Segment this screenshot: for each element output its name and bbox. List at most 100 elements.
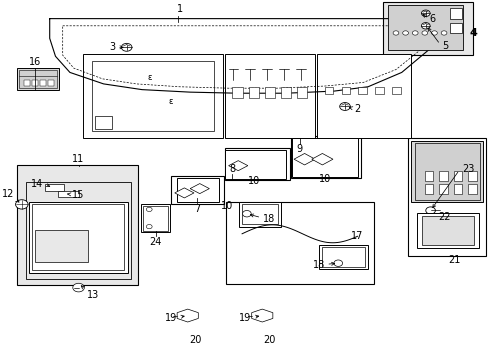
Text: 20: 20 (188, 335, 201, 345)
Bar (438, 184, 447, 194)
Bar (25, 182, 131, 279)
Bar (20, 70, 57, 88)
Bar (232, 87, 243, 98)
Bar (29, 202, 127, 273)
Text: ε: ε (147, 73, 151, 82)
Polygon shape (251, 309, 272, 322)
Polygon shape (174, 188, 194, 198)
Circle shape (392, 31, 398, 35)
Bar (24, 80, 30, 86)
Bar (35, 230, 88, 262)
Bar (449, 8, 461, 19)
Bar (45, 184, 64, 192)
Bar (239, 202, 280, 226)
Bar (414, 143, 479, 200)
Text: 18: 18 (263, 214, 275, 224)
Polygon shape (311, 153, 332, 165)
Bar (438, 171, 447, 181)
Polygon shape (228, 161, 247, 171)
Text: 12: 12 (2, 189, 15, 199)
Polygon shape (177, 309, 198, 322)
Text: 17: 17 (350, 231, 363, 240)
Circle shape (16, 200, 28, 209)
Bar (291, 138, 358, 177)
Circle shape (421, 31, 427, 35)
Bar (141, 204, 170, 232)
Bar (407, 138, 485, 256)
Text: 16: 16 (29, 57, 41, 67)
Circle shape (146, 225, 152, 229)
Bar (296, 87, 307, 98)
Bar (374, 87, 383, 94)
Bar (453, 184, 461, 194)
Text: 5: 5 (442, 41, 448, 50)
Bar (324, 87, 333, 94)
Text: 21: 21 (447, 255, 460, 265)
Text: 15: 15 (72, 190, 84, 200)
Text: 11: 11 (72, 154, 84, 164)
Text: 22: 22 (437, 212, 449, 221)
Text: 18: 18 (312, 260, 324, 270)
Circle shape (73, 283, 84, 292)
Text: 7: 7 (194, 204, 200, 215)
Bar (449, 23, 461, 33)
Bar (424, 184, 432, 194)
Bar (176, 178, 219, 202)
Bar (453, 171, 461, 181)
Bar (410, 140, 483, 202)
Bar (421, 216, 473, 245)
Bar (318, 245, 367, 269)
Bar (58, 192, 79, 197)
Text: 10: 10 (247, 176, 260, 186)
Circle shape (431, 31, 436, 35)
Text: 19: 19 (239, 313, 251, 323)
Text: 9: 9 (296, 144, 302, 154)
Bar (92, 61, 214, 131)
Bar (316, 54, 410, 138)
Bar (467, 171, 476, 181)
Bar (226, 202, 373, 284)
Bar (467, 184, 476, 194)
Bar (32, 80, 38, 86)
Bar (40, 80, 46, 86)
Bar (424, 171, 432, 181)
Bar (48, 80, 54, 86)
Bar (242, 204, 277, 225)
Circle shape (411, 31, 417, 35)
Bar (248, 87, 259, 98)
Circle shape (333, 260, 342, 266)
Text: 13: 13 (86, 291, 99, 301)
Circle shape (339, 103, 349, 111)
Bar (391, 87, 400, 94)
Text: 2: 2 (354, 104, 360, 114)
Polygon shape (190, 184, 209, 194)
Bar (290, 136, 360, 178)
Bar (224, 54, 315, 138)
Bar (387, 5, 462, 50)
Bar (32, 204, 124, 270)
Bar (358, 87, 366, 94)
Text: 23: 23 (461, 164, 473, 174)
Bar (264, 87, 275, 98)
Circle shape (121, 43, 132, 51)
Circle shape (242, 211, 251, 217)
Circle shape (402, 31, 407, 35)
Bar (224, 150, 286, 179)
Circle shape (425, 207, 434, 214)
Circle shape (146, 207, 152, 212)
Bar (416, 213, 478, 248)
Bar (383, 3, 472, 55)
Bar (17, 165, 138, 285)
Circle shape (421, 23, 429, 29)
Text: 3: 3 (109, 42, 115, 52)
Bar (142, 206, 168, 231)
Text: 4: 4 (469, 28, 477, 38)
Circle shape (440, 31, 446, 35)
Bar (224, 148, 289, 180)
Text: 8: 8 (229, 163, 235, 174)
Circle shape (421, 10, 429, 17)
Bar (95, 116, 112, 129)
Bar (321, 247, 365, 267)
Text: 1: 1 (176, 4, 182, 14)
Text: 10: 10 (221, 201, 233, 211)
